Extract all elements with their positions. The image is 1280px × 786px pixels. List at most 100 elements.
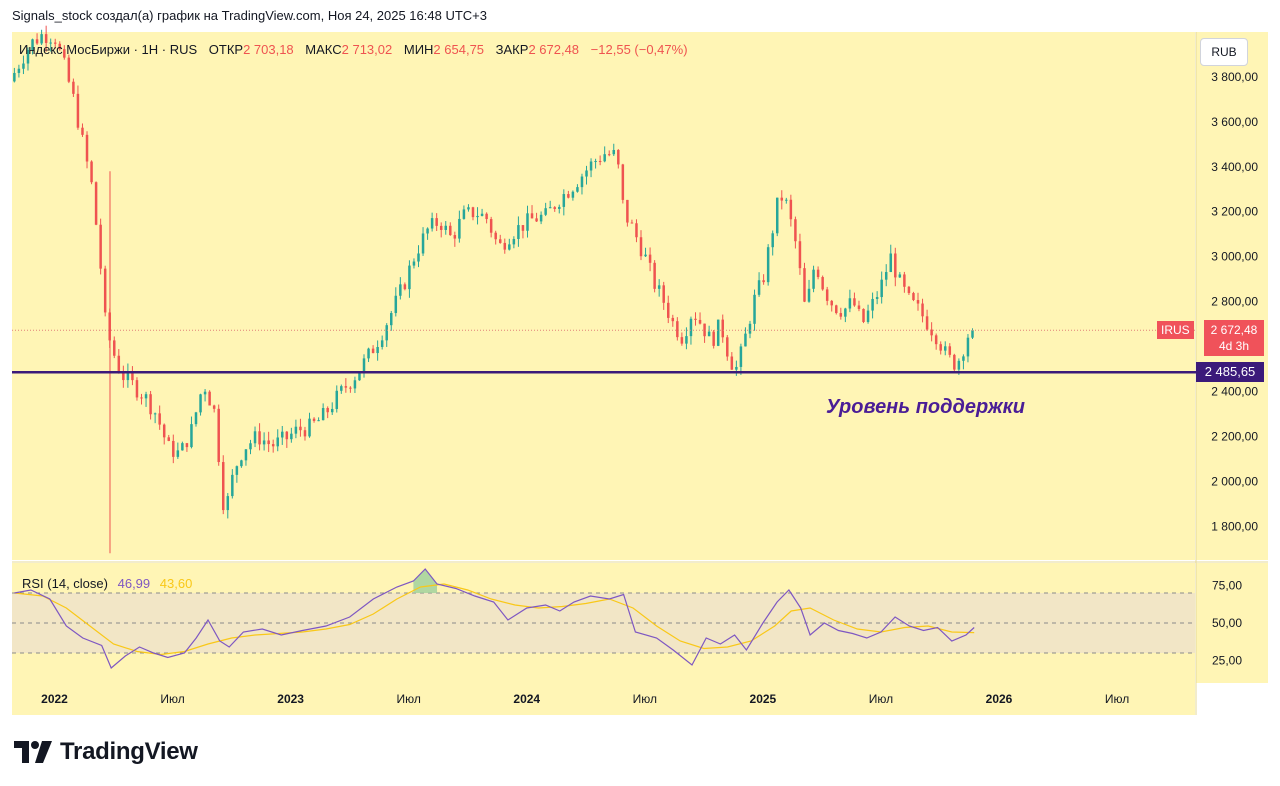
candle-body: [390, 313, 393, 326]
candle-body: [294, 426, 298, 434]
candle-body: [49, 42, 52, 44]
price-tick-label: 3 000,00: [1211, 250, 1258, 264]
candle-body: [866, 310, 870, 322]
candle-body: [476, 215, 479, 218]
candle-body: [916, 300, 920, 304]
open-value: 2 703,18: [243, 42, 294, 57]
candle-body: [671, 317, 675, 322]
candle-body: [848, 298, 852, 309]
candle-body: [680, 337, 684, 344]
candle-body: [126, 371, 130, 381]
candle-body: [953, 354, 956, 370]
price-tick-label: 2 400,00: [1211, 384, 1258, 398]
candle-body: [22, 63, 25, 69]
candle-body: [353, 380, 357, 389]
candle-body: [912, 293, 915, 301]
candle-body: [721, 319, 724, 338]
candle-body: [775, 197, 779, 234]
candle-body: [739, 346, 743, 367]
candle-body: [884, 272, 888, 280]
last-price-value: 2 672,48: [1210, 323, 1258, 338]
candle-body: [203, 391, 207, 395]
candle-body: [312, 418, 316, 421]
candle-body: [63, 49, 66, 58]
candle-body: [403, 284, 407, 290]
candle-body: [262, 440, 266, 445]
candle-body: [857, 305, 861, 309]
price-tick-label: 2 000,00: [1211, 474, 1258, 488]
candle-body: [707, 331, 711, 337]
high-value: 2 713,02: [341, 42, 393, 57]
candle-body: [626, 199, 629, 223]
symbol-title: Индекс МосБиржи · 1Н · RUS: [19, 42, 198, 57]
candle-body: [880, 279, 883, 298]
candle-body: [548, 207, 552, 209]
candle-body: [657, 285, 661, 289]
candle-body: [535, 218, 538, 222]
time-tick-label: 2023: [277, 692, 304, 706]
candle-body: [530, 213, 534, 219]
candle-body: [371, 348, 375, 354]
low-value: 2 654,75: [433, 42, 485, 57]
candle-body: [921, 303, 924, 317]
rsi-tick-label: 25,00: [1212, 654, 1242, 668]
candle-body: [603, 154, 606, 162]
candle-body: [766, 247, 770, 283]
candle-body: [380, 340, 384, 347]
candle-body: [576, 187, 579, 192]
candle-body: [617, 149, 620, 165]
last-price-tag: 2 672,48 4d 3h: [1204, 320, 1264, 357]
candle-body: [589, 161, 593, 171]
candle-body: [308, 418, 311, 437]
candle-body: [480, 213, 484, 216]
price-axis-background[interactable]: [1196, 32, 1268, 560]
candle-body: [571, 191, 575, 198]
candle-body: [489, 219, 493, 233]
candle-body: [385, 325, 388, 341]
candle-body: [508, 244, 511, 250]
candle-body: [94, 182, 98, 225]
candle-body: [780, 197, 784, 201]
rsi-legend[interactable]: RSI (14, close) 46,99 43,60: [22, 576, 192, 591]
price-tick-label: 3 800,00: [1211, 70, 1258, 84]
symbol-legend[interactable]: Индекс МосБиржи · 1Н · RUS ОТКР2 703,18 …: [19, 42, 688, 57]
candle-body: [244, 449, 248, 461]
currency-button[interactable]: RUB: [1200, 38, 1248, 66]
candle-body: [585, 170, 588, 177]
candle-body: [730, 356, 734, 370]
candle-body: [240, 460, 243, 467]
candle-body: [698, 319, 702, 324]
time-tick-label: Июл: [160, 692, 184, 706]
candle-body: [607, 154, 611, 156]
candle-body: [453, 235, 457, 239]
candle-body: [825, 289, 829, 301]
candle-body: [426, 228, 429, 234]
candle-body: [653, 262, 656, 289]
support-level-annotation: Уровень поддержки: [826, 396, 1026, 418]
high-label: МАКС: [305, 42, 342, 57]
candle-body: [131, 371, 134, 381]
candle-body: [544, 208, 547, 215]
candle-body: [235, 466, 239, 475]
candle-body: [503, 242, 507, 250]
price-tick-label: 2 200,00: [1211, 429, 1258, 443]
candle-body: [558, 206, 561, 209]
candle-body: [335, 390, 339, 409]
candle-body: [99, 224, 102, 269]
candle-body: [871, 298, 874, 311]
tradingview-logo[interactable]: TradingView: [14, 738, 198, 766]
ticker-tag: IRUS: [1157, 321, 1194, 340]
candle-body: [835, 305, 838, 314]
candle-body: [562, 194, 566, 207]
candle-body: [326, 408, 329, 413]
candle-body: [449, 225, 452, 236]
candle-body: [439, 225, 443, 230]
candle-body: [285, 431, 289, 440]
candle-body: [330, 408, 334, 413]
candle-body: [113, 340, 116, 356]
candle-body: [944, 346, 947, 351]
candle-body: [417, 253, 420, 262]
support-price-tag: 2 485,65: [1196, 362, 1264, 383]
candle-body: [72, 81, 75, 94]
